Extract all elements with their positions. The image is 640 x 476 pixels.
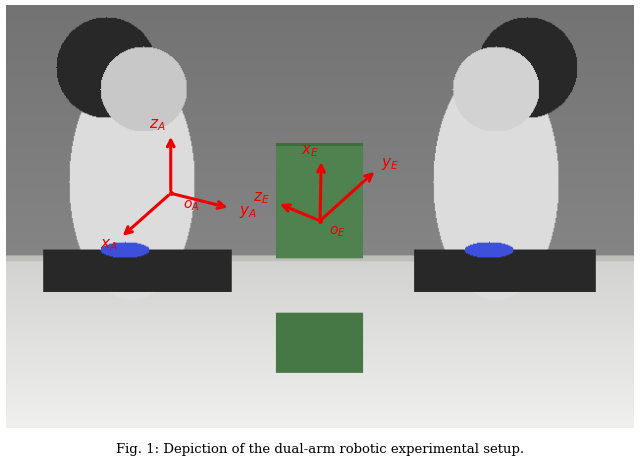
Text: Fig. 1: Depiction of the dual-arm robotic experimental setup.: Fig. 1: Depiction of the dual-arm roboti… bbox=[116, 443, 524, 456]
Text: $x_{A}$: $x_{A}$ bbox=[100, 238, 118, 253]
Text: $o_{A}$: $o_{A}$ bbox=[182, 199, 199, 213]
Text: $z_{A}$: $z_{A}$ bbox=[148, 117, 165, 132]
Text: $y_{A}$: $y_{A}$ bbox=[239, 204, 257, 220]
Text: $o_{E}$: $o_{E}$ bbox=[329, 224, 346, 238]
Text: $y_{E}$: $y_{E}$ bbox=[381, 156, 399, 172]
Text: $x_{E}$: $x_{E}$ bbox=[301, 143, 319, 159]
Text: $z_{E}$: $z_{E}$ bbox=[253, 190, 270, 206]
